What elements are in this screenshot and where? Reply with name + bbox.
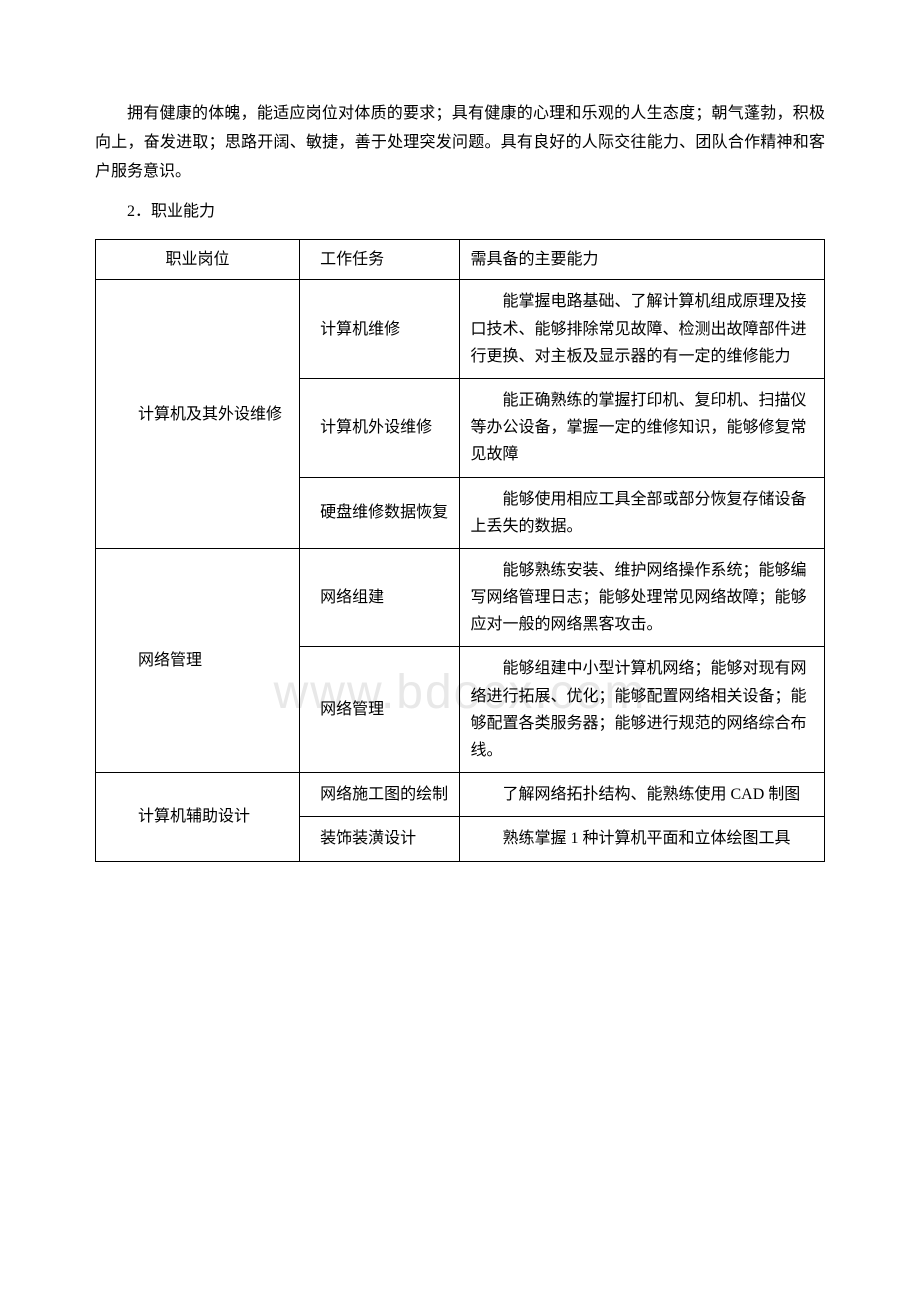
ability-text: 能掌握电路基础、了解计算机组成原理及接口技术、能够排除常见故障、检测出故障部件进… bbox=[470, 293, 806, 364]
header-position: 职业岗位 bbox=[96, 240, 300, 280]
task-cell: 计算机维修 bbox=[300, 280, 460, 379]
intro-paragraph: 拥有健康的体魄，能适应岗位对体质的要求；具有健康的心理和乐观的人生态度；朝气蓬勃… bbox=[95, 100, 825, 186]
ability-text: 能正确熟练的掌握打印机、复印机、扫描仪等办公设备，掌握一定的维修知识，能够修复常… bbox=[470, 392, 806, 463]
table-row: 网络管理 网络组建 能够熟练安装、维护网络操作系统；能够编写网络管理日志；能够处… bbox=[96, 548, 825, 647]
position-cell: 计算机及其外设维修 bbox=[96, 280, 300, 549]
ability-cell: 了解网络拓扑结构、能熟练使用 CAD 制图 bbox=[460, 773, 825, 817]
ability-text: 熟练掌握 1 种计算机平面和立体绘图工具 bbox=[502, 830, 790, 847]
ability-text: 能够熟练安装、维护网络操作系统；能够编写网络管理日志；能够处理常见网络故障；能够… bbox=[470, 562, 806, 633]
ability-table-container: 职业岗位 工作任务 需具备的主要能力 计算机及其外设维修 计算机维修 能掌握电路… bbox=[95, 239, 825, 861]
position-cell: 计算机辅助设计 bbox=[96, 773, 300, 861]
ability-cell: 能够熟练安装、维护网络操作系统；能够编写网络管理日志；能够处理常见网络故障；能够… bbox=[460, 548, 825, 647]
header-task: 工作任务 bbox=[300, 240, 460, 280]
ability-cell: 能正确熟练的掌握打印机、复印机、扫描仪等办公设备，掌握一定的维修知识，能够修复常… bbox=[460, 378, 825, 477]
task-cell: 装饰装潢设计 bbox=[300, 817, 460, 861]
ability-cell: 能掌握电路基础、了解计算机组成原理及接口技术、能够排除常见故障、检测出故障部件进… bbox=[460, 280, 825, 379]
ability-text: 了解网络拓扑结构、能熟练使用 CAD 制图 bbox=[502, 786, 800, 803]
ability-cell: 能够组建中小型计算机网络；能够对现有网络进行拓展、优化；能够配置网络相关设备；能… bbox=[460, 647, 825, 773]
task-cell: 网络组建 bbox=[300, 548, 460, 647]
task-cell: 网络管理 bbox=[300, 647, 460, 773]
ability-cell: 熟练掌握 1 种计算机平面和立体绘图工具 bbox=[460, 817, 825, 861]
position-text: 计算机及其外设维修 bbox=[138, 406, 282, 423]
header-ability: 需具备的主要能力 bbox=[460, 240, 825, 280]
task-cell: 计算机外设维修 bbox=[300, 378, 460, 477]
section-title: 2．职业能力 bbox=[95, 198, 825, 227]
task-cell: 网络施工图的绘制 bbox=[300, 773, 460, 817]
ability-table: 职业岗位 工作任务 需具备的主要能力 计算机及其外设维修 计算机维修 能掌握电路… bbox=[95, 239, 825, 861]
ability-text: 能够使用相应工具全部或部分恢复存储设备上丢失的数据。 bbox=[470, 491, 806, 535]
task-cell: 硬盘维修数据恢复 bbox=[300, 477, 460, 548]
table-row: 计算机及其外设维修 计算机维修 能掌握电路基础、了解计算机组成原理及接口技术、能… bbox=[96, 280, 825, 379]
table-header-row: 职业岗位 工作任务 需具备的主要能力 bbox=[96, 240, 825, 280]
position-text: 网络管理 bbox=[138, 652, 202, 669]
ability-cell: 能够使用相应工具全部或部分恢复存储设备上丢失的数据。 bbox=[460, 477, 825, 548]
ability-text: 能够组建中小型计算机网络；能够对现有网络进行拓展、优化；能够配置网络相关设备；能… bbox=[470, 660, 806, 759]
table-row: 计算机辅助设计 网络施工图的绘制 了解网络拓扑结构、能熟练使用 CAD 制图 bbox=[96, 773, 825, 817]
position-cell: 网络管理 bbox=[96, 548, 300, 772]
position-text: 计算机辅助设计 bbox=[138, 808, 250, 825]
